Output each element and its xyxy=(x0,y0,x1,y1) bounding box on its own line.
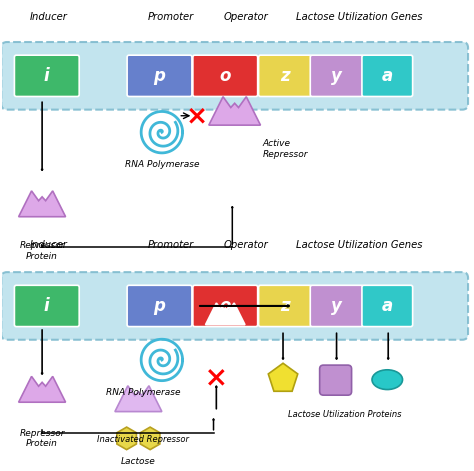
FancyBboxPatch shape xyxy=(362,55,413,97)
Text: i: i xyxy=(44,67,50,85)
Text: p: p xyxy=(154,297,165,315)
Text: Inducer: Inducer xyxy=(30,240,68,250)
Polygon shape xyxy=(268,363,298,391)
Polygon shape xyxy=(206,303,245,325)
Text: p: p xyxy=(154,67,165,85)
Text: z: z xyxy=(280,297,290,315)
Text: y: y xyxy=(331,67,342,85)
Text: RNA Polymerase: RNA Polymerase xyxy=(106,388,180,397)
FancyBboxPatch shape xyxy=(310,285,364,326)
Polygon shape xyxy=(115,386,162,412)
FancyBboxPatch shape xyxy=(310,55,364,97)
Text: RNA Polymerase: RNA Polymerase xyxy=(125,160,199,170)
Text: o: o xyxy=(219,297,231,315)
Text: i: i xyxy=(44,297,50,315)
Polygon shape xyxy=(117,427,137,450)
Text: z: z xyxy=(280,67,290,85)
Text: Lactose: Lactose xyxy=(121,457,156,466)
Text: a: a xyxy=(382,67,393,85)
FancyBboxPatch shape xyxy=(259,285,312,326)
FancyBboxPatch shape xyxy=(1,42,468,110)
Text: Repressor
Protein: Repressor Protein xyxy=(19,241,65,260)
FancyBboxPatch shape xyxy=(193,285,258,326)
Text: Repressor
Protein: Repressor Protein xyxy=(19,429,65,448)
Text: Lactose Utilization Genes: Lactose Utilization Genes xyxy=(296,12,422,22)
Polygon shape xyxy=(18,376,65,402)
Text: Promoter: Promoter xyxy=(148,240,194,250)
Text: o: o xyxy=(219,67,231,85)
Text: Inactivated Repressor: Inactivated Repressor xyxy=(97,435,189,444)
Text: Lactose Utilization Genes: Lactose Utilization Genes xyxy=(296,240,422,250)
Text: a: a xyxy=(382,297,393,315)
Text: Inducer: Inducer xyxy=(30,12,68,22)
FancyBboxPatch shape xyxy=(1,272,468,340)
Text: Active
Repressor: Active Repressor xyxy=(263,139,308,159)
FancyBboxPatch shape xyxy=(193,55,258,97)
FancyBboxPatch shape xyxy=(362,285,413,326)
Text: Operator: Operator xyxy=(224,12,269,22)
Polygon shape xyxy=(18,191,65,217)
Text: Promoter: Promoter xyxy=(148,12,194,22)
Text: Operator: Operator xyxy=(224,240,269,250)
Text: Lactose Utilization Proteins: Lactose Utilization Proteins xyxy=(288,410,402,419)
FancyBboxPatch shape xyxy=(127,285,192,326)
Ellipse shape xyxy=(372,370,402,390)
Polygon shape xyxy=(209,97,261,125)
FancyBboxPatch shape xyxy=(14,285,79,326)
FancyBboxPatch shape xyxy=(127,55,192,97)
FancyBboxPatch shape xyxy=(259,55,312,97)
FancyBboxPatch shape xyxy=(319,365,352,395)
Polygon shape xyxy=(140,427,160,450)
FancyBboxPatch shape xyxy=(14,55,79,97)
Text: y: y xyxy=(331,297,342,315)
